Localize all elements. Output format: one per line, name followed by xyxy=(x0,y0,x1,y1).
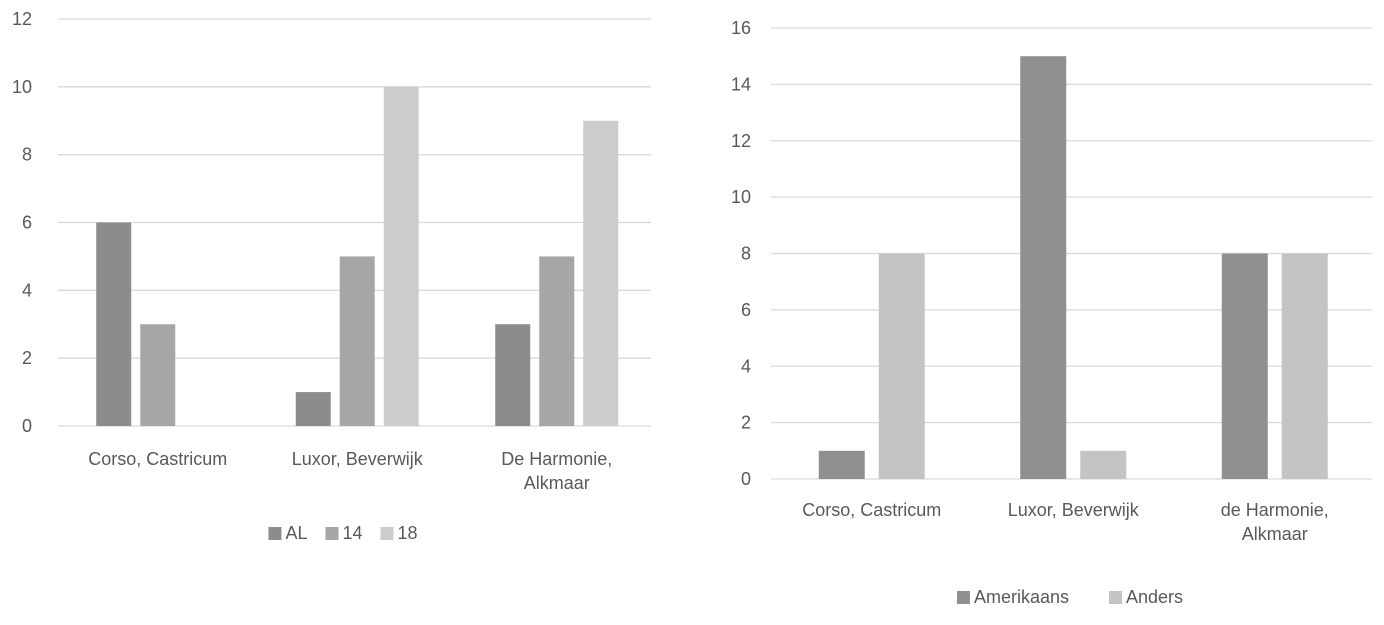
bar-al xyxy=(295,392,331,426)
legend-label: Amerikaans xyxy=(974,587,1069,607)
y-tick-label: 6 xyxy=(22,213,32,233)
y-tick-label: 10 xyxy=(12,77,32,97)
legend-item: Amerikaans xyxy=(956,587,1069,607)
bar-amerikaans xyxy=(1221,253,1268,479)
legend-label: 14 xyxy=(342,523,362,543)
y-tick-label: 14 xyxy=(731,74,751,94)
x-category-label: Alkmaar xyxy=(1242,524,1308,544)
y-tick-label: 10 xyxy=(731,187,751,207)
bar-al xyxy=(495,324,531,426)
bar-14 xyxy=(539,256,575,426)
y-tick-label: 4 xyxy=(741,356,751,376)
bar-anders xyxy=(878,253,925,479)
bar-18 xyxy=(583,120,619,426)
y-tick-label: 12 xyxy=(12,9,32,29)
legend-swatch xyxy=(325,527,339,540)
y-tick-label: 0 xyxy=(741,469,751,489)
bar-anders xyxy=(1281,253,1328,479)
bar-18 xyxy=(383,86,419,426)
legend-swatch xyxy=(956,591,970,604)
legend-label: AL xyxy=(285,523,307,543)
legend-label: Anders xyxy=(1126,587,1183,607)
chart-right: 0 2 4 6 8 10 12 14 16 Corso, Castricum Luxor, Beve… xyxy=(731,18,1372,607)
y-tick-label: 8 xyxy=(741,244,751,264)
legend-item: Anders xyxy=(1109,587,1183,607)
bar-anders xyxy=(1080,450,1127,479)
y-tick-label: 8 xyxy=(22,145,32,165)
legend-item: AL xyxy=(268,523,307,543)
bar-14 xyxy=(339,256,375,426)
x-category-label: Alkmaar xyxy=(524,473,590,493)
y-tick-label: 0 xyxy=(22,416,32,436)
x-category-label: de Harmonie, xyxy=(1221,500,1329,520)
x-category-label: Luxor, Beverwijk xyxy=(292,449,424,469)
legend-item: 14 xyxy=(325,523,363,543)
y-tick-label: 16 xyxy=(731,18,751,38)
legend-label: 18 xyxy=(398,523,418,543)
x-category-label: Corso, Castricum xyxy=(88,449,227,469)
bar-amerikaans xyxy=(1020,56,1067,479)
x-category-label: De Harmonie, xyxy=(501,449,612,469)
legend-swatch xyxy=(1109,591,1122,604)
y-tick-label: 4 xyxy=(22,280,32,300)
y-tick-label: 2 xyxy=(22,348,32,368)
legend: Amerikaans Anders xyxy=(956,587,1183,607)
y-tick-label: 12 xyxy=(731,131,751,151)
bar-14 xyxy=(140,324,176,426)
legend-swatch xyxy=(268,527,282,540)
chart-left: 0 2 4 6 8 10 12 Corso, Castricum Luxor, Beverwij… xyxy=(12,9,651,543)
legend-item: 18 xyxy=(380,523,418,543)
x-category-label: Luxor, Beverwijk xyxy=(1008,500,1140,520)
bar-al xyxy=(96,222,132,426)
y-tick-label: 6 xyxy=(741,300,751,320)
x-category-label: Corso, Castricum xyxy=(802,500,941,520)
bar-amerikaans xyxy=(818,450,865,479)
legend: AL 14 18 xyxy=(268,523,418,543)
legend-swatch xyxy=(380,527,394,540)
y-tick-label: 2 xyxy=(741,413,751,433)
